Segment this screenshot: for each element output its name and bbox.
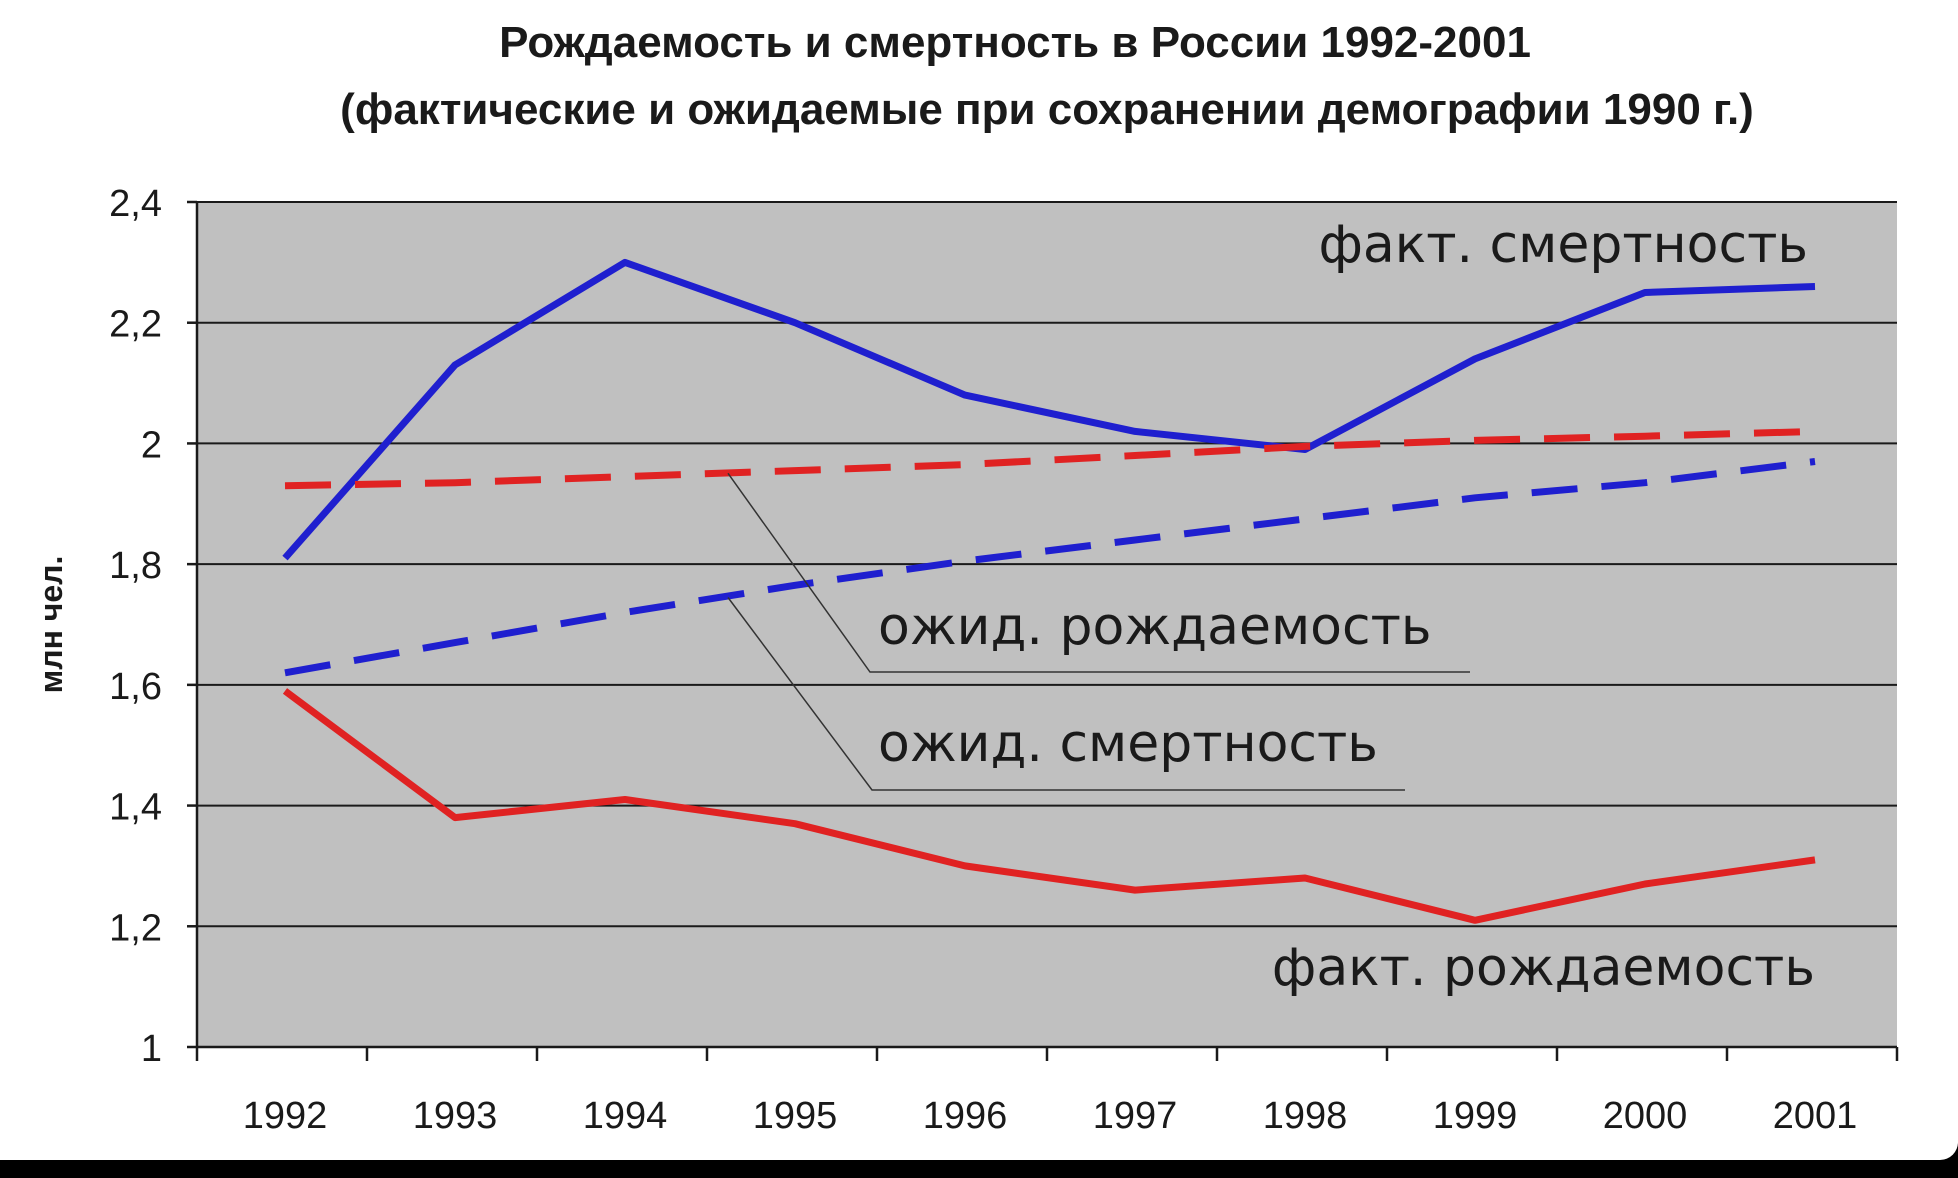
series-line-exp_birth	[284, 427, 1816, 490]
series-label-exp-birth: ожид. рождаемость	[878, 597, 1432, 657]
annotation-leader-lines	[727, 472, 1470, 791]
x-tick-label: 1998	[1263, 1095, 1348, 1137]
data-point-exp_birth	[795, 470, 796, 471]
y-axis-label: млн чел.	[33, 556, 69, 694]
y-tick-label: 1	[141, 1028, 162, 1070]
data-point-fact_death	[1815, 286, 1816, 287]
axes	[187, 200, 1899, 1061]
x-tick-label: 1999	[1433, 1095, 1518, 1137]
data-point-fact_birth	[285, 690, 286, 691]
series-label-fact-birth: факт. рождаемость	[1272, 938, 1815, 998]
x-tick-label: 2000	[1603, 1095, 1688, 1137]
data-point-exp_birth	[1645, 436, 1646, 437]
data-point-fact_birth	[625, 799, 626, 800]
x-tick-label: 1995	[753, 1095, 838, 1137]
x-tick-label: 2001	[1773, 1095, 1858, 1137]
chart-subtitle: (фактические и ожидаемые при сохранении …	[340, 85, 1754, 134]
y-tick-label: 2	[141, 424, 162, 466]
data-point-fact_death	[285, 558, 286, 559]
series-label-exp-death: ожид. смертность	[878, 714, 1378, 774]
data-point-fact_birth	[965, 865, 966, 866]
data-point-fact_death	[795, 322, 796, 323]
data-point-exp_death	[285, 672, 286, 673]
data-point-exp_death	[1135, 540, 1136, 541]
data-point-fact_death	[1645, 292, 1646, 293]
y-tick-labels: 1 1,2 1,4 1,6 1,8 2 2,2 2,4	[109, 183, 162, 1070]
data-point-exp_death	[455, 642, 456, 643]
data-point-fact_birth	[1815, 859, 1816, 860]
data-point-exp_death	[625, 612, 626, 613]
data-point-exp_birth	[965, 464, 966, 465]
gridlines	[197, 201, 1897, 928]
data-point-exp_death	[1475, 497, 1476, 498]
y-tick-label: 1,2	[109, 907, 162, 949]
data-point-fact_birth	[1475, 920, 1476, 921]
leader-line-exp-birth	[727, 472, 1470, 673]
data-point-exp_death	[795, 585, 796, 586]
y-tick-label: 2,2	[109, 304, 162, 346]
x-tick-label: 1996	[923, 1095, 1008, 1137]
x-tick-labels: 1992 1993 1994 1995 1996 1997 1998 1999 2000 2001	[243, 1095, 1858, 1137]
chart-title: Рождаемость и смертность в России 1992-2…	[499, 18, 1531, 67]
data-point-exp_death	[965, 561, 966, 562]
y-tick-label: 1,8	[109, 545, 162, 587]
data-point-fact_birth	[1135, 890, 1136, 891]
data-point-exp_death	[1815, 461, 1816, 462]
data-point-exp_birth	[1135, 455, 1136, 456]
x-tick-label: 1993	[413, 1095, 498, 1137]
data-point-exp_birth	[625, 476, 626, 477]
data-point-exp_birth	[1815, 431, 1816, 432]
series-lines	[282, 258, 1816, 924]
series-line-exp_death	[284, 458, 1816, 677]
data-point-fact_death	[1475, 358, 1476, 359]
x-tick-label: 1992	[243, 1095, 328, 1137]
data-point-fact_birth	[1645, 884, 1646, 885]
y-tick-label: 1,6	[109, 666, 162, 708]
data-point-exp_birth	[1305, 446, 1306, 447]
data-point-exp_birth	[1475, 440, 1476, 441]
y-tick-label: 2,4	[109, 183, 162, 225]
data-point-fact_death	[455, 365, 456, 366]
data-point-fact_birth	[795, 823, 796, 824]
x-tick-label: 1994	[583, 1095, 668, 1137]
series-line-fact_death	[282, 258, 1816, 561]
data-point-fact_birth	[455, 817, 456, 818]
y-tick-label: 1,4	[109, 787, 162, 829]
data-point-fact_death	[965, 395, 966, 396]
data-point-fact_birth	[1305, 878, 1306, 879]
plot-area	[197, 202, 1897, 1047]
data-point-exp_death	[1645, 482, 1646, 483]
data-point-fact_death	[625, 262, 626, 263]
series-line-fact_birth	[282, 688, 1816, 924]
data-point-exp_death	[1305, 518, 1306, 519]
leader-line-exp-death	[727, 597, 1405, 791]
data-point-fact_death	[1135, 431, 1136, 432]
x-tick-label: 1997	[1093, 1095, 1178, 1137]
data-point-exp_birth	[455, 482, 456, 483]
data-point-exp_birth	[285, 485, 286, 486]
series-label-fact-death: факт. смертность	[1318, 215, 1808, 275]
